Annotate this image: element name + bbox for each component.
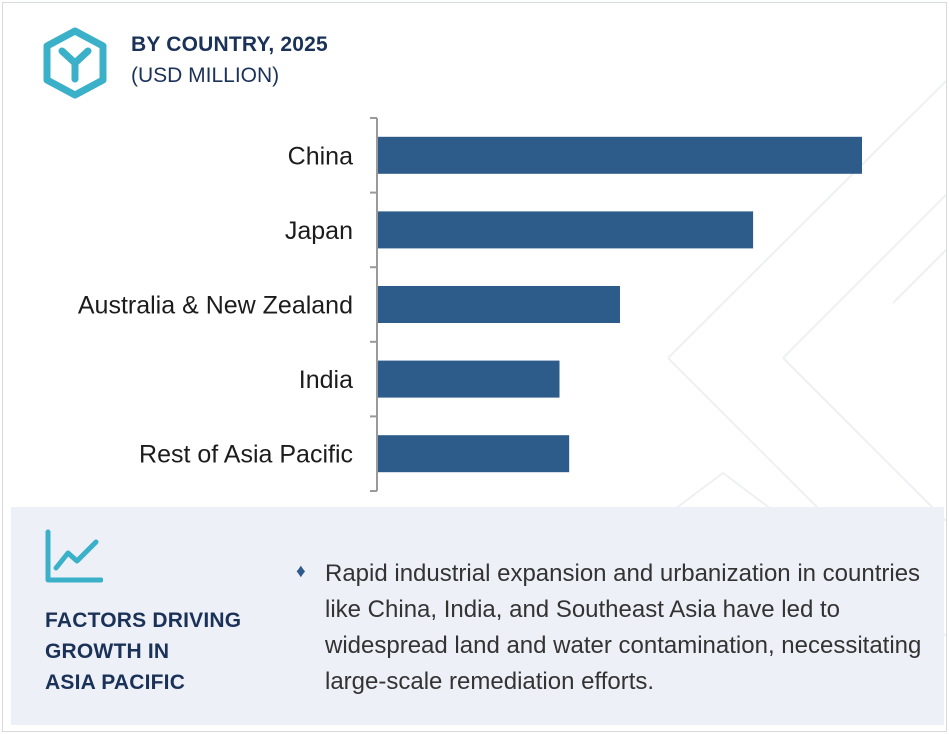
line-chart-icon <box>45 529 103 583</box>
bar <box>378 286 620 323</box>
chart-title: BY COUNTRY, 2025 <box>131 33 328 56</box>
factors-heading-line: GROWTH IN <box>45 640 170 663</box>
bar <box>378 360 560 398</box>
category-label: Japan <box>285 217 353 245</box>
category-label: Australia & New Zealand <box>78 292 353 320</box>
factors-heading-line: FACTORS DRIVING <box>45 609 242 632</box>
bar <box>378 211 754 249</box>
bar <box>378 136 862 174</box>
hexagon-y-logo-icon <box>43 27 107 99</box>
factor-bullet-text: Rapid industrial expansion and urbanizat… <box>325 560 922 695</box>
diamond-bullet-icon: ♦ <box>296 561 306 582</box>
bar <box>378 435 570 473</box>
factors-heading-line: ASIA PACIFIC <box>45 671 186 694</box>
bar-chart: China Japan Australia & New Zealand India Re… <box>78 117 862 492</box>
category-label: India <box>299 366 353 394</box>
category-label: China <box>288 142 353 170</box>
factors-panel: FACTORS DRIVING GROWTH IN ASIA PACIFIC ♦… <box>11 507 944 725</box>
category-label: Rest of Asia Pacific <box>139 441 353 469</box>
chart-subtitle: (USD MILLION) <box>131 64 280 87</box>
factors-heading: FACTORS DRIVING GROWTH IN ASIA PACIFIC <box>45 605 275 698</box>
